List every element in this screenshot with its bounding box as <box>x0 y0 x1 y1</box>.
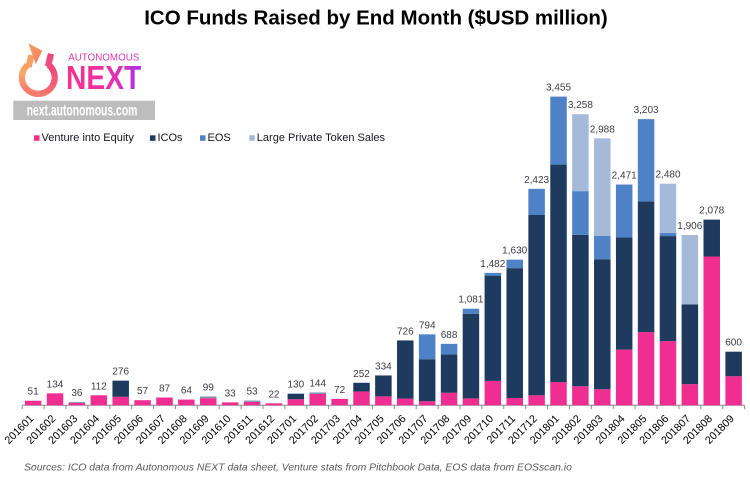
svg-text:144: 144 <box>309 378 326 389</box>
svg-text:57: 57 <box>137 386 149 397</box>
svg-text:36: 36 <box>71 388 83 399</box>
svg-text:334: 334 <box>375 362 392 373</box>
svg-text:ICO Funds Raised by End Month: ICO Funds Raised by End Month ($USD mill… <box>144 7 608 30</box>
svg-text:ICOs: ICOs <box>158 132 184 144</box>
svg-text:53: 53 <box>246 387 258 398</box>
svg-text:1,482: 1,482 <box>480 259 505 270</box>
svg-text:NEXT: NEXT <box>66 59 141 97</box>
svg-text:276: 276 <box>112 367 129 378</box>
svg-text:Sources: ICO data from Autonom: Sources: ICO data from Autonomous NEXT d… <box>24 463 572 474</box>
svg-text:next.autonomous.com: next.autonomous.com <box>27 102 138 120</box>
svg-text:72: 72 <box>334 385 346 396</box>
svg-text:2,423: 2,423 <box>524 175 549 186</box>
svg-text:99: 99 <box>203 383 215 394</box>
svg-text:2,480: 2,480 <box>655 170 680 181</box>
svg-text:33: 33 <box>225 388 237 399</box>
svg-text:3,203: 3,203 <box>634 105 659 116</box>
svg-text:2,078: 2,078 <box>699 206 724 217</box>
svg-text:3,258: 3,258 <box>568 100 593 111</box>
svg-text:1,906: 1,906 <box>677 221 702 232</box>
svg-text:252: 252 <box>353 369 370 380</box>
svg-text:87: 87 <box>159 384 171 395</box>
svg-text:Venture into Equity: Venture into Equity <box>42 132 135 144</box>
svg-text:112: 112 <box>91 381 107 392</box>
svg-text:1,081: 1,081 <box>458 295 483 306</box>
svg-text:130: 130 <box>287 380 304 391</box>
svg-text:EOS: EOS <box>208 132 231 144</box>
svg-text:600: 600 <box>725 338 742 349</box>
svg-text:1,630: 1,630 <box>502 246 527 257</box>
svg-text:3,455: 3,455 <box>546 83 571 94</box>
svg-text:64: 64 <box>181 386 193 397</box>
svg-text:2,988: 2,988 <box>590 124 615 135</box>
svg-text:794: 794 <box>419 320 436 331</box>
svg-text:726: 726 <box>397 326 414 337</box>
svg-text:AUTONOMOUS: AUTONOMOUS <box>68 52 140 63</box>
svg-text:22: 22 <box>268 389 280 400</box>
svg-text:51: 51 <box>28 387 40 398</box>
svg-text:134: 134 <box>47 379 64 390</box>
svg-text:2,471: 2,471 <box>612 171 637 182</box>
svg-text:688: 688 <box>441 330 458 341</box>
svg-text:Large Private Token Sales: Large Private Token Sales <box>257 132 386 144</box>
